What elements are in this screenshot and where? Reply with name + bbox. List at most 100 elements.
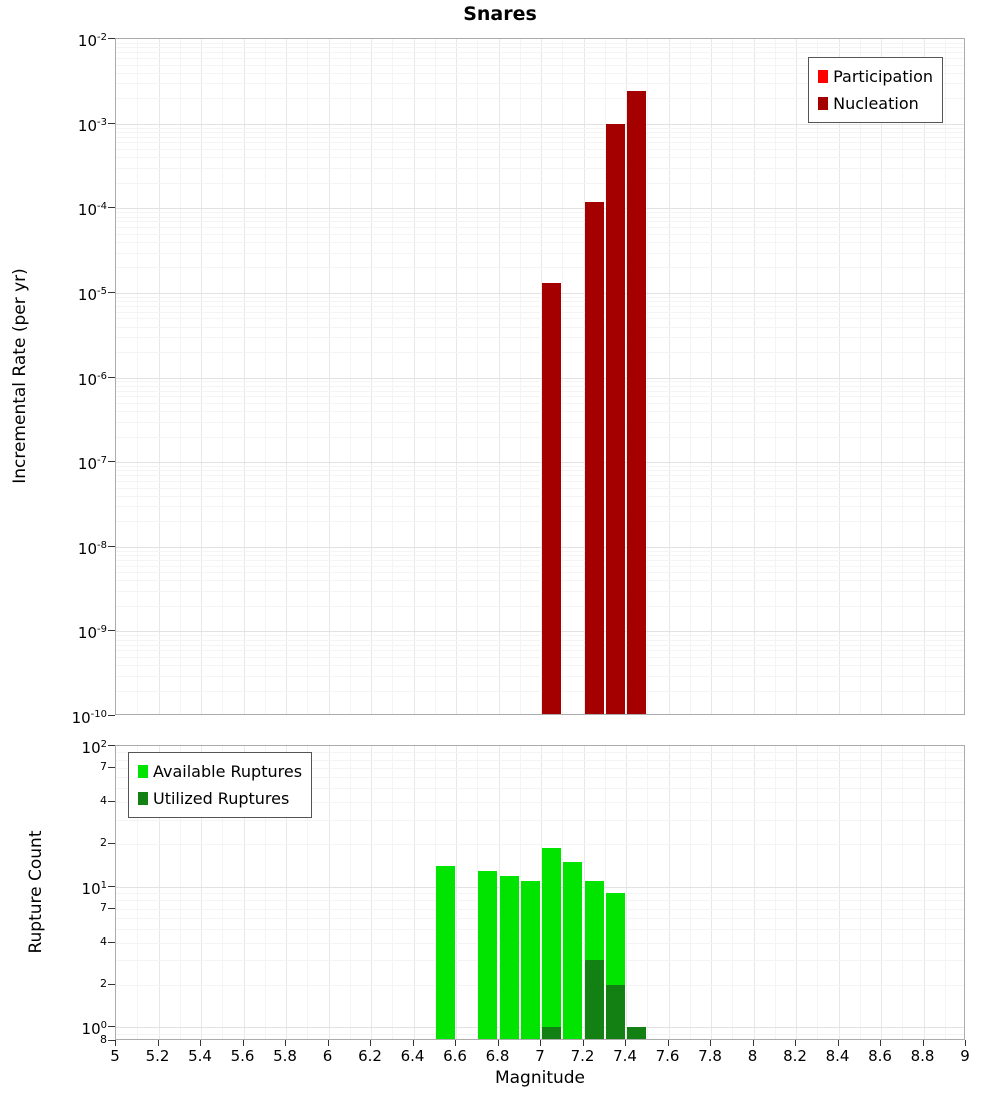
gridline-horizontal-minor: [116, 942, 964, 944]
gridline-vertical: [201, 39, 202, 714]
gridline-horizontal-minor: [116, 296, 964, 298]
utilized-ruptures-bar: [542, 1027, 562, 1039]
gridline-horizontal-minor: [116, 639, 964, 641]
gridline-horizontal-minor: [116, 227, 964, 228]
gridline-horizontal-minor: [116, 182, 964, 184]
gridline-vertical: [604, 746, 606, 1039]
gridline-horizontal-minor: [116, 306, 964, 307]
gridline-vertical: [286, 746, 287, 1039]
x-tick-label: 8.4: [825, 1047, 850, 1065]
gridline-vertical: [498, 39, 500, 714]
gridline-horizontal-minor: [116, 580, 964, 582]
available-ruptures-swatch: [138, 765, 148, 778]
nucleation-bar: [627, 91, 647, 714]
gridline-vertical: [201, 746, 202, 1039]
participation-swatch: [818, 70, 829, 83]
gridline-vertical: [881, 39, 882, 714]
gridline-vertical: [774, 39, 776, 714]
y-tick-mark: [108, 715, 115, 716]
gridline-vertical: [456, 746, 457, 1039]
gridline-vertical: [541, 39, 542, 714]
x-tick-label: 6.2: [358, 1047, 382, 1065]
x-tick-label: 6.6: [443, 1047, 467, 1065]
x-tick-label: 5.8: [273, 1047, 297, 1065]
gridline-horizontal-minor: [116, 591, 964, 592]
x-tick-mark: [497, 1040, 499, 1046]
gridline-vertical: [222, 39, 224, 714]
gridline-vertical: [711, 39, 712, 714]
gridline-vertical: [796, 39, 797, 714]
gridline-horizontal-minor: [116, 396, 964, 398]
gridline-vertical: [243, 746, 245, 1039]
gridline-horizontal-minor: [116, 385, 964, 387]
x-tick-mark: [242, 1040, 244, 1046]
gridline-vertical: [519, 746, 521, 1039]
gridline-vertical: [264, 746, 266, 1039]
gridline-horizontal-minor: [116, 521, 964, 523]
gridline-horizontal-minor: [116, 157, 964, 159]
y-tick-label: 7: [100, 759, 107, 773]
gridline-vertical: [626, 39, 627, 714]
x-tick-mark: [370, 1040, 371, 1046]
gridline-vertical: [349, 39, 351, 714]
gridline-horizontal-minor: [116, 644, 964, 646]
available-ruptures-bar: [499, 875, 519, 1039]
gridline-vertical: [158, 39, 160, 714]
y-tick-mark: [108, 207, 115, 209]
gridline-horizontal: [116, 1027, 964, 1029]
gridline-horizontal-minor: [116, 819, 964, 821]
gridline-vertical: [604, 39, 606, 714]
nucleation-swatch: [818, 97, 829, 110]
gridline-horizontal-minor: [116, 403, 964, 404]
gridline-vertical: [732, 39, 734, 714]
gridline-horizontal-minor: [116, 908, 964, 910]
x-tick-label: 8.8: [910, 1047, 935, 1065]
y-tick-label: 4: [100, 794, 107, 807]
gridline-horizontal-minor: [116, 605, 964, 607]
gridline-horizontal-minor: [116, 216, 964, 218]
top-y-axis-label: Incremental Rate (per yr): [10, 268, 30, 484]
gridline-horizontal-minor: [116, 267, 964, 269]
gridline-vertical: [923, 39, 925, 714]
gridline-horizontal-minor: [116, 127, 964, 129]
gridline-horizontal-minor: [116, 470, 964, 472]
utilized-ruptures-bar: [627, 1027, 647, 1039]
gridline-vertical: [413, 746, 415, 1039]
gridline-horizontal-minor: [116, 487, 964, 489]
utilized-ruptures-bar: [605, 985, 625, 1039]
gridline-horizontal-minor: [116, 759, 964, 761]
x-tick-label: 7.4: [613, 1047, 637, 1065]
gridline-horizontal-minor: [116, 381, 964, 383]
gridline-horizontal-minor: [116, 212, 964, 214]
x-tick-mark: [455, 1040, 456, 1046]
gridline-vertical: [392, 746, 394, 1039]
gridline-vertical: [392, 39, 394, 714]
x-tick-mark: [667, 1040, 669, 1046]
x-tick-mark: [795, 1040, 796, 1046]
gridline-horizontal-minor: [116, 555, 964, 556]
gridline-horizontal-minor: [116, 142, 964, 144]
gridline-horizontal-minor: [116, 301, 964, 303]
legend-label: Participation: [833, 67, 933, 86]
y-tick-mark: [108, 545, 115, 547]
gridline-vertical: [349, 746, 351, 1039]
y-tick-label: 101: [81, 879, 107, 898]
gridline-horizontal-minor: [116, 893, 964, 895]
available-ruptures-bar: [520, 880, 540, 1039]
gridline-horizontal-minor: [116, 149, 964, 151]
gridline-vertical: [158, 746, 160, 1039]
legend-label: Nucleation: [833, 94, 919, 113]
gridline-vertical: [583, 746, 585, 1039]
y-tick-label: 10-4: [77, 201, 107, 220]
gridline-horizontal-minor: [116, 565, 964, 567]
gridline-horizontal-minor: [116, 480, 964, 482]
gridline-vertical: [689, 746, 691, 1039]
gridline-vertical: [456, 39, 457, 714]
gridline-vertical: [711, 746, 712, 1039]
y-tick-label: 2: [100, 977, 107, 990]
gridline-vertical: [477, 746, 479, 1039]
gridline-vertical: [732, 746, 734, 1039]
gridline-vertical: [902, 746, 904, 1039]
y-tick-mark: [108, 376, 115, 378]
